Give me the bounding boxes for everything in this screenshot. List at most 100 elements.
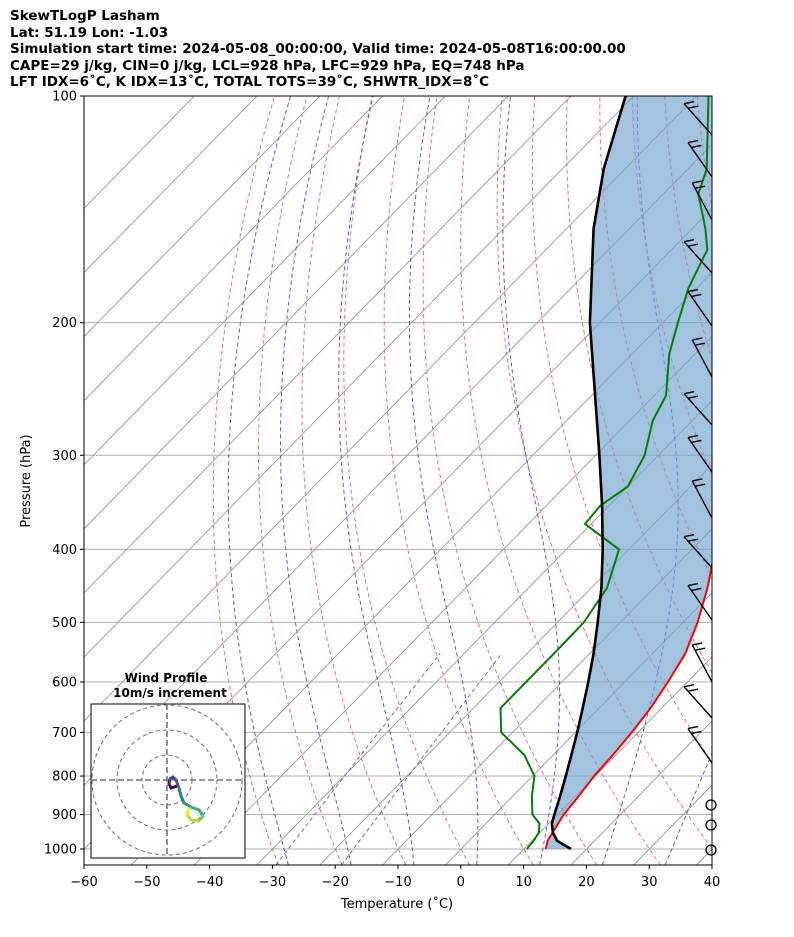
wind-barb: [691, 339, 713, 378]
hodograph: [91, 704, 245, 858]
cape-area: [545, 96, 712, 849]
y-tick-label: 1000: [44, 843, 77, 858]
x-tick-label: −50: [133, 875, 160, 890]
wind-barb-feather: [687, 288, 699, 293]
wind-barb-feather: [687, 395, 699, 399]
wind-barb-feather: [691, 293, 702, 298]
profile-lines: [499, 96, 712, 851]
wind-barb-feather: [691, 587, 702, 592]
isotherm-line: [84, 96, 258, 274]
wind-barb: [691, 480, 713, 519]
wind-profile-inset: Wind Profile 10m/s increment: [90, 671, 246, 859]
moist-adiabat: [338, 96, 415, 865]
wind-barb-feather: [687, 105, 699, 109]
isotherm-line: [84, 96, 572, 594]
dry-adiabat: [531, 96, 712, 764]
calm-wind-marker: [705, 844, 717, 856]
wind-barb-feather: [687, 139, 699, 144]
isotherm-line: [256, 399, 712, 865]
moist-adiabat: [280, 96, 352, 865]
wind-barb-feather: [691, 730, 702, 735]
x-tick-label: 20: [578, 875, 595, 890]
wind-barb: [683, 536, 713, 569]
isotherm-line: [84, 96, 509, 530]
wind-barb: [687, 291, 713, 327]
isotherm-line: [84, 96, 697, 722]
x-tick-label: −30: [259, 875, 286, 890]
x-tick-label: 30: [641, 875, 658, 890]
x-tick-label: 0: [457, 875, 465, 890]
y-tick-label: 400: [52, 543, 77, 558]
wind-barb: [683, 241, 713, 274]
isotherm-line: [193, 335, 712, 865]
isotherm-line: [445, 592, 712, 865]
y-tick-label: 900: [52, 808, 77, 823]
wind-barb-feather: [687, 582, 699, 587]
y-tick-label: 500: [52, 616, 77, 631]
wind-barb-feather: [692, 337, 703, 341]
parcel-line: [550, 96, 627, 851]
y-tick-label: 300: [52, 449, 77, 464]
isotherm-line: [759, 96, 794, 865]
wind-barb-feather: [694, 185, 706, 189]
wind-barb-feather: [692, 642, 703, 646]
wind-barb: [683, 393, 713, 426]
x-axis-label: Temperature (˚C): [340, 896, 453, 912]
stability-indices-1: CAPE=29 j/kg, CIN=0 j/kg, LCL=928 hPa, L…: [10, 57, 525, 74]
x-tick-label: 10: [515, 875, 532, 890]
moist-adiabat: [502, 96, 560, 865]
isotherm-line: [84, 96, 446, 466]
wind-barb: [687, 437, 713, 473]
isotherm-line: [84, 96, 635, 658]
y-axis-label: Pressure (hPa): [19, 434, 34, 527]
hodograph-segment: [185, 807, 191, 816]
wind-barb-feather: [687, 688, 699, 692]
temperature-line: [544, 559, 712, 850]
y-tick-label: 800: [52, 770, 77, 785]
dry-adiabat: [730, 96, 794, 865]
calm-wind-marker: [705, 819, 717, 831]
inset-subtitle: 10m/s increment: [113, 686, 227, 700]
dry-adiabat: [301, 96, 407, 865]
isotherm-line: [382, 528, 712, 865]
y-tick-label: 100: [52, 90, 77, 105]
wind-barb-feather: [687, 725, 699, 730]
wind-barb-feather: [687, 243, 699, 247]
dry-adiabat: [496, 96, 712, 850]
dry-adiabat: [422, 96, 598, 865]
wind-barb-feather: [687, 434, 699, 439]
mixing-ratio-line: [275, 653, 441, 865]
wind-barb: [691, 644, 713, 683]
wind-barb-feather: [692, 478, 703, 482]
isotherm-line: [131, 271, 712, 865]
wind-barbs: [683, 100, 717, 856]
isotherm-line: [570, 720, 712, 865]
isotherm-line: [84, 96, 321, 338]
wind-barb: [691, 182, 713, 221]
wind-barb-feather: [683, 683, 695, 688]
wind-barb-feather: [692, 180, 703, 184]
station-title: SkewTLogP Lasham: [10, 8, 160, 24]
location-coordinates: Lat: 51.19 Lon: -1.03: [10, 24, 169, 41]
calm-wind-marker: [705, 799, 717, 811]
wind-barb-feather: [683, 390, 695, 395]
dry-adiabat: [343, 96, 470, 865]
moist-adiabat: [408, 96, 479, 865]
dry-adiabat: [460, 96, 661, 865]
isotherm-line: [84, 96, 383, 402]
stability-indices-2: LFT IDX=6˚C, K IDX=13˚C, TOTAL TOTS=39˚C…: [10, 74, 490, 90]
wind-barb-feather: [694, 483, 706, 487]
y-tick-label: 700: [52, 726, 77, 741]
wind-barb: [687, 142, 713, 178]
wind-barb-feather: [691, 144, 702, 149]
moist-adiabat: [227, 96, 292, 865]
wind-barb: [683, 103, 713, 136]
dry-adiabat: [383, 96, 534, 865]
wind-barb-feather: [691, 439, 702, 444]
wind-barb-feather: [687, 538, 699, 542]
wind-barb: [687, 728, 713, 764]
chart-header: SkewTLogP Lasham Lat: 51.19 Lon: -1.03 S…: [10, 8, 626, 91]
wind-barb-feather: [683, 100, 695, 105]
